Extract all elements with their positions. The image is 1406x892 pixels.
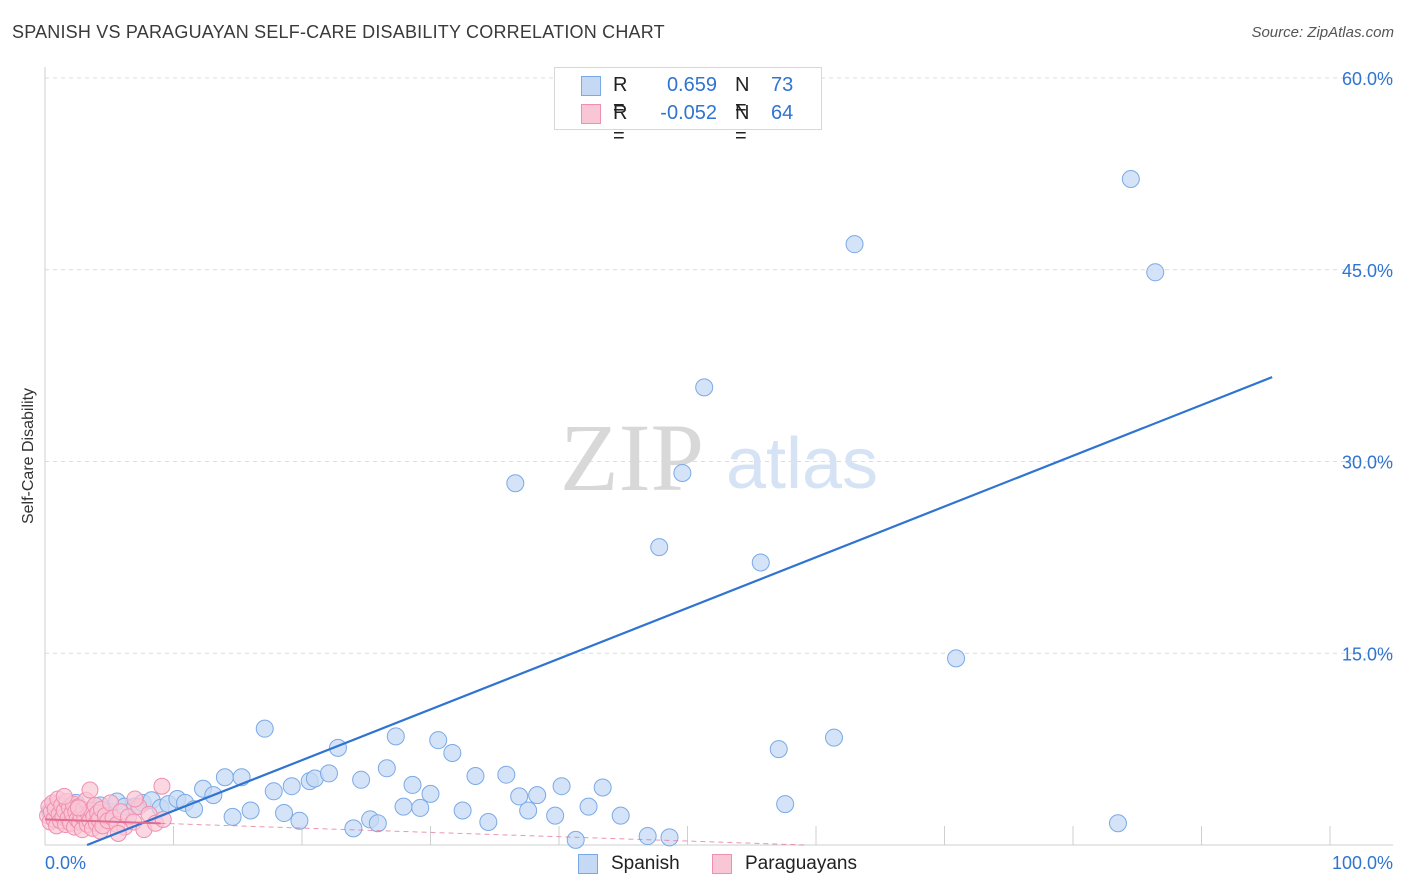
- spanish-point: [845, 235, 864, 254]
- y-tick-label: 15.0%: [1342, 644, 1393, 664]
- spanish-point: [638, 827, 657, 846]
- spanish-point: [593, 778, 612, 797]
- spanish-point: [215, 768, 234, 787]
- spanish-point: [479, 812, 498, 831]
- spanish-point: [751, 553, 770, 572]
- spanish-point: [403, 775, 422, 794]
- x-tick-label-max: 100.0%: [1332, 853, 1393, 873]
- x-tick-label-min: 0.0%: [45, 853, 86, 873]
- spanish-point: [769, 740, 788, 759]
- spanish-point: [377, 759, 396, 778]
- spanish-legend-swatch: [578, 854, 598, 874]
- spanish-point: [443, 743, 462, 762]
- spanish-point: [566, 830, 585, 849]
- spanish-point: [411, 798, 430, 817]
- spanish-point: [429, 731, 448, 750]
- paraguayan-n-value: 64: [771, 102, 794, 124]
- spanish-point: [1108, 814, 1127, 833]
- correlation-legend: R = 0.659 N = 73 R = -0.052 N = 64: [554, 67, 822, 147]
- spanish-point: [466, 766, 485, 785]
- spanish-trend-line: [86, 376, 1273, 847]
- paraguayans-legend-swatch: [712, 854, 732, 874]
- spanish-point: [506, 474, 525, 493]
- spanish-swatch: [581, 76, 601, 96]
- watermark-zip: ZIP: [560, 404, 704, 511]
- spanish-point: [660, 828, 679, 847]
- spanish-point: [579, 797, 598, 816]
- paraguayans-legend-label: Paraguayans: [745, 853, 857, 874]
- spanish-point: [386, 727, 405, 746]
- spanish-point: [344, 819, 363, 838]
- spanish-point: [275, 804, 294, 823]
- paraguayan-point: [153, 777, 171, 795]
- paraguayan-point: [81, 781, 99, 799]
- spanish-point: [552, 777, 571, 796]
- trend-lines: [44, 376, 1273, 847]
- spanish-point: [421, 784, 440, 803]
- spanish-point: [282, 777, 301, 796]
- paraguayan-r-value: -0.052: [660, 102, 717, 124]
- spanish-point: [352, 770, 371, 789]
- spanish-r-value: 0.659: [666, 74, 717, 96]
- spanish-point: [824, 728, 843, 747]
- spanish-point: [673, 464, 692, 483]
- paraguayan-swatch: [581, 104, 601, 124]
- spanish-point: [1121, 169, 1140, 188]
- y-tick-label: 30.0%: [1342, 453, 1393, 473]
- paraguayan-points: [39, 777, 172, 842]
- chart-title: SPANISH VS PARAGUAYAN SELF-CARE DISABILI…: [12, 22, 665, 42]
- y-tick-label: 45.0%: [1342, 261, 1393, 281]
- paraguayan-point: [55, 787, 73, 805]
- paraguayan-point: [69, 799, 87, 817]
- axis-layer: 0.0% 100.0%: [44, 67, 1393, 873]
- spanish-point: [519, 801, 538, 820]
- paraguayan-point: [126, 790, 144, 808]
- spanish-point: [776, 795, 795, 814]
- spanish-point: [695, 378, 714, 397]
- spanish-point: [650, 538, 669, 557]
- paraguayan-trend-line: [44, 818, 161, 825]
- spanish-point: [497, 765, 516, 784]
- spanish-legend-label: Spanish: [611, 853, 680, 874]
- spanish-point: [255, 719, 274, 738]
- spanish-point: [290, 811, 309, 830]
- spanish-point: [241, 801, 260, 820]
- spanish-point: [947, 649, 966, 668]
- paraguayan-n-label: N =: [735, 102, 750, 147]
- paraguayan-r-label: R =: [613, 102, 628, 147]
- spanish-point: [319, 764, 338, 783]
- spanish-point: [510, 787, 529, 806]
- spanish-point: [1146, 263, 1165, 282]
- watermark: ZIP atlas: [560, 404, 878, 511]
- spanish-point: [546, 806, 565, 825]
- spanish-point: [611, 806, 630, 825]
- spanish-n-label: N =: [735, 74, 750, 119]
- spanish-point: [528, 786, 547, 805]
- grid-layer: 15.0% 30.0% 45.0% 60.0%: [45, 69, 1393, 664]
- source-note: Source: ZipAtlas.com: [1251, 24, 1394, 41]
- spanish-point: [368, 814, 387, 833]
- y-tick-label: 60.0%: [1342, 69, 1393, 89]
- spanish-point: [264, 782, 283, 801]
- spanish-point: [223, 807, 242, 826]
- spanish-point: [394, 797, 413, 816]
- spanish-n-value: 73: [771, 74, 794, 96]
- watermark-atlas: atlas: [726, 424, 878, 504]
- spanish-r-label: R =: [613, 74, 628, 119]
- spanish-point: [453, 801, 472, 820]
